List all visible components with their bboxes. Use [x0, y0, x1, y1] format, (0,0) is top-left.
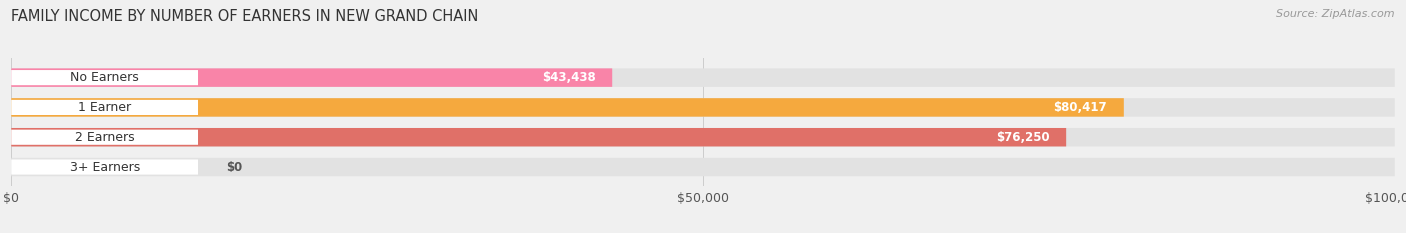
Text: $76,250: $76,250 — [995, 131, 1049, 144]
FancyBboxPatch shape — [11, 128, 1395, 147]
Text: 2 Earners: 2 Earners — [75, 131, 135, 144]
Text: 1 Earner: 1 Earner — [79, 101, 131, 114]
FancyBboxPatch shape — [11, 98, 1395, 117]
FancyBboxPatch shape — [11, 70, 198, 85]
FancyBboxPatch shape — [11, 68, 612, 87]
FancyBboxPatch shape — [11, 159, 198, 175]
Text: $80,417: $80,417 — [1053, 101, 1107, 114]
FancyBboxPatch shape — [11, 130, 198, 145]
FancyBboxPatch shape — [11, 68, 1395, 87]
Text: $0: $0 — [226, 161, 242, 174]
FancyBboxPatch shape — [11, 98, 1123, 117]
Text: $43,438: $43,438 — [541, 71, 596, 84]
Text: Source: ZipAtlas.com: Source: ZipAtlas.com — [1277, 9, 1395, 19]
FancyBboxPatch shape — [11, 100, 198, 115]
FancyBboxPatch shape — [11, 128, 1066, 147]
Text: No Earners: No Earners — [70, 71, 139, 84]
Text: FAMILY INCOME BY NUMBER OF EARNERS IN NEW GRAND CHAIN: FAMILY INCOME BY NUMBER OF EARNERS IN NE… — [11, 9, 478, 24]
FancyBboxPatch shape — [11, 158, 1395, 176]
Text: 3+ Earners: 3+ Earners — [69, 161, 139, 174]
